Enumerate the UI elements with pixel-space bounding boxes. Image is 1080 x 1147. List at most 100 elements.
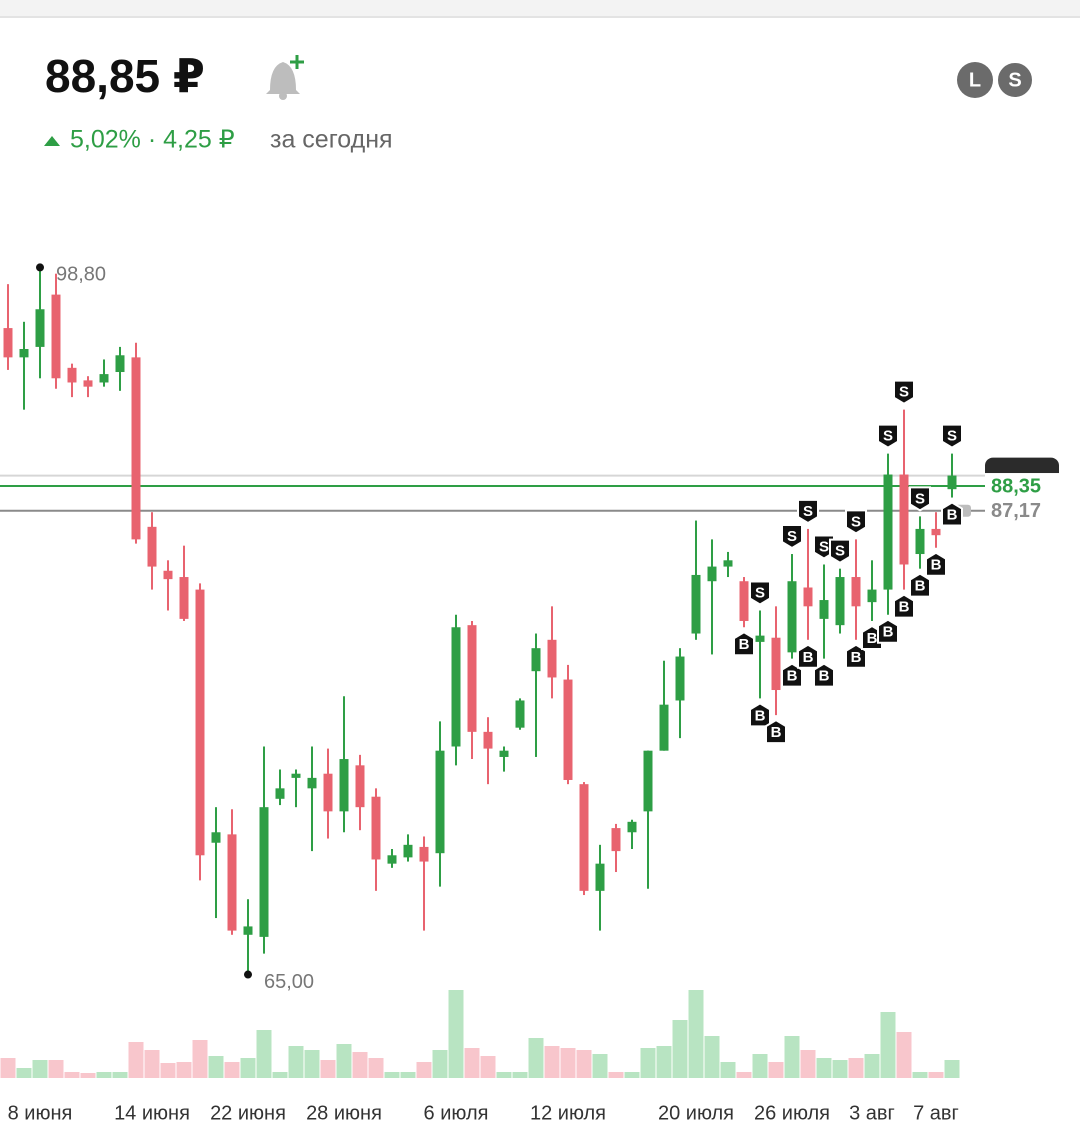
- marker-label: S: [819, 538, 829, 555]
- candle-body: [851, 577, 861, 607]
- change-period: за сегодня: [270, 126, 393, 154]
- trade-marker: B: [813, 662, 835, 688]
- volume-bar: [208, 1056, 224, 1078]
- volume-bar: [704, 1036, 720, 1078]
- candle-body: [899, 474, 909, 565]
- candle-body: [803, 587, 813, 607]
- volume-bar: [416, 1062, 432, 1078]
- volume-bar: [688, 990, 704, 1078]
- volume-bar: [128, 1042, 144, 1078]
- volume-bar: [368, 1058, 384, 1078]
- extreme-label: 98,80: [56, 264, 106, 286]
- candle-body: [563, 679, 573, 780]
- volume-bar: [800, 1050, 816, 1078]
- marker-label: B: [739, 636, 750, 653]
- volume-bar: [80, 1073, 96, 1078]
- volume-bar: [224, 1062, 240, 1078]
- volume-bar: [272, 1072, 288, 1078]
- volume-bar: [640, 1048, 656, 1078]
- marker-label: B: [931, 557, 942, 574]
- candle-body: [99, 374, 109, 383]
- volume-bar: [848, 1058, 864, 1078]
- trade-marker: S: [781, 524, 803, 550]
- volume-bar: [816, 1058, 832, 1078]
- marker-label: B: [787, 668, 798, 685]
- candle-body: [211, 832, 221, 843]
- volume-bar: [0, 1058, 16, 1078]
- candle-body: [419, 846, 429, 862]
- candle-body: [195, 589, 205, 856]
- x-tick-label: 26 июля: [754, 1102, 830, 1124]
- candle-body: [131, 357, 141, 540]
- volume-bar: [544, 1046, 560, 1078]
- trade-marker: B: [877, 618, 899, 644]
- marker-label: B: [819, 668, 830, 685]
- volume-bar: [592, 1054, 608, 1078]
- volume-bar: [480, 1056, 496, 1078]
- volume-bar: [96, 1072, 112, 1078]
- volume-bar: [656, 1046, 672, 1078]
- marker-shape: [765, 718, 787, 745]
- volume-bar: [352, 1052, 368, 1078]
- trade-marker: B: [941, 501, 963, 527]
- volume-bar: [832, 1060, 848, 1078]
- candle-body: [67, 367, 77, 383]
- candle-body: [323, 773, 333, 812]
- candle-body: [771, 637, 781, 691]
- candle-body: [51, 294, 61, 379]
- marker-shape: [845, 509, 867, 535]
- bell-icon: [266, 62, 300, 94]
- candle-body: [147, 526, 157, 567]
- marker-label: B: [883, 624, 894, 641]
- marker-shape: [941, 423, 963, 449]
- volume-bar: [944, 1060, 960, 1078]
- trade-marker: S: [941, 423, 963, 449]
- marker-shape: [749, 580, 771, 606]
- badge-circle[interactable]: [996, 61, 1034, 99]
- volume-bar: [624, 1072, 640, 1078]
- marker-label: B: [803, 649, 814, 666]
- volume-bar: [752, 1054, 768, 1078]
- marker-shape: [877, 423, 899, 449]
- trade-marker: S: [909, 486, 931, 512]
- candle-body: [291, 773, 301, 778]
- marker-label: B: [915, 578, 926, 595]
- x-tick-label: 8 июня: [8, 1102, 73, 1124]
- candle-body: [915, 528, 925, 555]
- candle-body: [275, 788, 285, 799]
- volume-bar: [912, 1072, 928, 1078]
- badge-circle[interactable]: [957, 62, 993, 98]
- marker-label: S: [755, 584, 765, 601]
- candle-body: [387, 855, 397, 864]
- candle-body: [403, 844, 413, 858]
- volume-bar: [496, 1072, 512, 1078]
- x-tick-label: 28 июня: [306, 1102, 382, 1124]
- volume-bar: [576, 1050, 592, 1078]
- candle-body: [579, 784, 589, 891]
- candle-body: [499, 750, 509, 757]
- marker-shape: [797, 498, 819, 525]
- alert-button[interactable]: [266, 55, 304, 100]
- volume-bar: [288, 1046, 304, 1078]
- volume-bar: [256, 1030, 272, 1078]
- candle-body: [483, 731, 493, 749]
- candle-body: [627, 821, 637, 833]
- candle-body: [611, 828, 621, 852]
- volume-bar: [880, 1012, 896, 1078]
- marker-label: S: [851, 513, 861, 530]
- volume-bar: [144, 1050, 160, 1078]
- trade-marker: S: [845, 509, 867, 535]
- marker-shape: [797, 643, 819, 669]
- candle-body: [675, 656, 685, 701]
- volume-bar: [304, 1050, 320, 1078]
- candle-body: [163, 570, 173, 580]
- candle-body: [3, 328, 13, 358]
- candle-body: [243, 926, 253, 935]
- volume-bar: [400, 1072, 416, 1078]
- x-tick-label: 22 июня: [210, 1102, 286, 1124]
- marker-label: B: [755, 707, 766, 724]
- candle-body: [115, 355, 125, 373]
- volume-bar: [48, 1060, 64, 1078]
- marker-shape: [733, 631, 755, 657]
